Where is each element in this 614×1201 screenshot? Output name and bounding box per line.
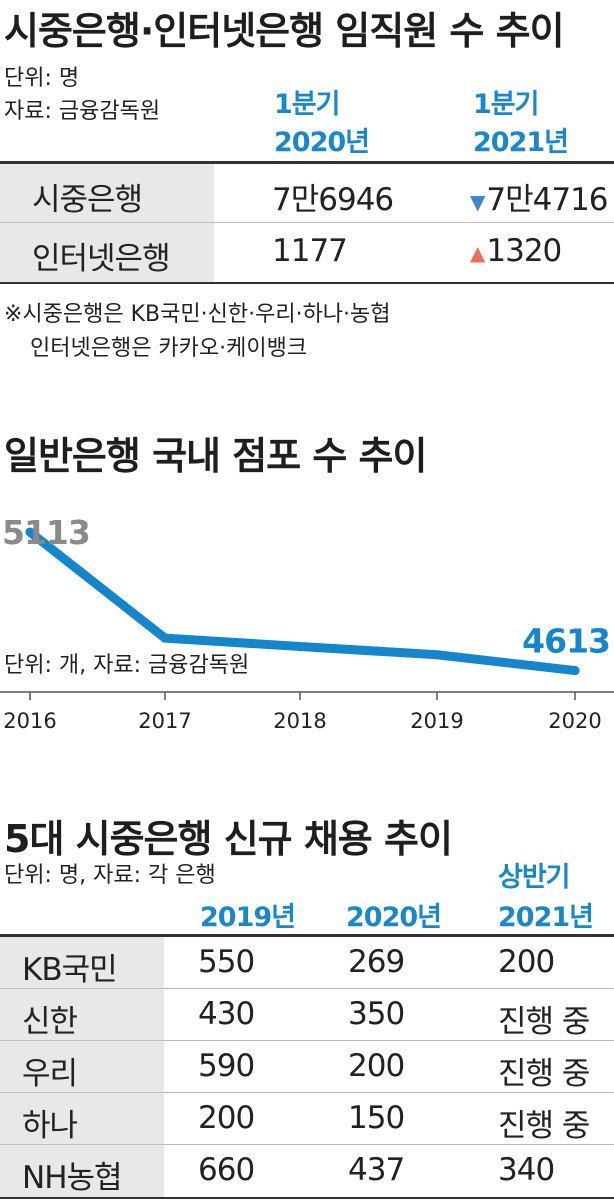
x-tick-label: 2017 <box>138 709 191 733</box>
section3-row2-2019: 430 <box>198 996 255 1032</box>
section3-row4-2019: 200 <box>198 1100 255 1136</box>
section3-row1-label: KB국민 <box>22 952 118 988</box>
section3-row2-label: 신한 <box>22 1004 78 1040</box>
section1-row1-2020: 7만6946 <box>272 182 394 218</box>
section1-row1-2021-value: 7만4716 <box>486 182 608 218</box>
section1-col2-header-line2: 2021년 <box>473 127 569 158</box>
section3-row4-label: 하나 <box>22 1108 78 1144</box>
data-label-last: 4613 <box>522 622 610 661</box>
section3-row3-2019: 590 <box>198 1048 255 1084</box>
section3-col2-header: 2020년 <box>346 902 442 933</box>
up-triangle-icon: ▲ <box>470 240 485 265</box>
section3-row5-2021: 340 <box>498 1152 555 1188</box>
section3-row1-2021: 200 <box>498 944 555 980</box>
section1-col1-header-line1: 1분기 <box>274 89 340 120</box>
data-point <box>295 641 305 651</box>
section1-row2-2021-value: 1320 <box>486 233 562 269</box>
section1-row2-2020: 1177 <box>272 233 348 269</box>
section3-row5-2020: 437 <box>348 1152 405 1188</box>
section3-col1-header: 2019년 <box>200 902 296 933</box>
section1-title: 시중은행·인터넷은행 임직원 수 추이 <box>4 9 565 53</box>
section1-col2-header-line1: 1분기 <box>473 89 539 120</box>
section3-unit-source: 단위: 명, 자료: 각 은행 <box>4 863 216 888</box>
x-tick-label: 2018 <box>273 709 326 733</box>
data-point <box>25 527 35 537</box>
section3-row4-2021: 진행 중 <box>498 1108 590 1144</box>
section3-row1-2020: 269 <box>348 944 405 980</box>
section3-row4-2020: 150 <box>348 1100 405 1136</box>
section3-row5-label: NH농협 <box>22 1160 123 1196</box>
section3-row5-2019: 660 <box>198 1152 255 1188</box>
section3-row-divider-4 <box>0 1144 614 1145</box>
section1-row1-label: 시중은행 <box>32 182 143 218</box>
store-count-line-chart: 2016 2017 2018 2019 2020 5113 4613 <box>0 513 614 733</box>
data-point <box>570 666 580 676</box>
section3-row-divider-1 <box>0 988 614 989</box>
data-point <box>432 650 442 660</box>
section2-unit-source: 단위: 개, 자료: 금융감독원 <box>4 653 250 678</box>
section1-label-column <box>0 164 214 282</box>
section3-col3-header-line2: 2021년 <box>498 902 594 933</box>
down-triangle-icon: ▼ <box>470 189 485 214</box>
section3-row3-label: 우리 <box>22 1056 78 1092</box>
x-tick-label: 2016 <box>3 709 56 733</box>
section1-top-rule <box>0 161 614 164</box>
section3-row-divider-2 <box>0 1040 614 1041</box>
x-tick-label: 2019 <box>410 709 463 733</box>
data-label-first: 5113 <box>2 513 90 552</box>
section1-source: 자료: 금융감독원 <box>4 99 161 124</box>
section3-title: 5대 시중은행 신규 채용 추이 <box>4 817 453 861</box>
section1-note-line1: ※시중은행은 KB국민·신한·우리·하나·농협 <box>4 302 391 327</box>
section3-row3-2021: 진행 중 <box>498 1056 590 1092</box>
section3-row2-2021: 진행 중 <box>498 1004 590 1040</box>
section1-row2-label: 인터넷은행 <box>32 241 171 277</box>
section3-row1-2019: 550 <box>198 944 255 980</box>
section3-row-divider-3 <box>0 1092 614 1093</box>
section1-note-line2: 인터넷은행은 카카오·케이뱅크 <box>30 336 308 361</box>
section1-bottom-rule <box>0 282 614 284</box>
section1-row-divider <box>0 222 614 223</box>
section2-title: 일반은행 국내 점포 수 추이 <box>4 434 427 478</box>
section3-row3-2020: 200 <box>348 1048 405 1084</box>
section1-row1-2021: ▼7만4716 <box>470 174 609 219</box>
section1-col1-header-line2: 2020년 <box>274 127 370 158</box>
section3-top-rule <box>0 934 614 937</box>
section3-label-column <box>0 937 164 1198</box>
section3-row2-2020: 350 <box>348 996 405 1032</box>
section1-row2-2021: ▲1320 <box>470 233 562 269</box>
section3-col3-header-line1: 상반기 <box>498 862 571 893</box>
x-tick-label: 2020 <box>548 709 601 733</box>
data-point <box>160 633 170 643</box>
section1-unit: 단위: 명 <box>4 66 80 91</box>
section3-bottom-rule <box>0 1197 614 1199</box>
